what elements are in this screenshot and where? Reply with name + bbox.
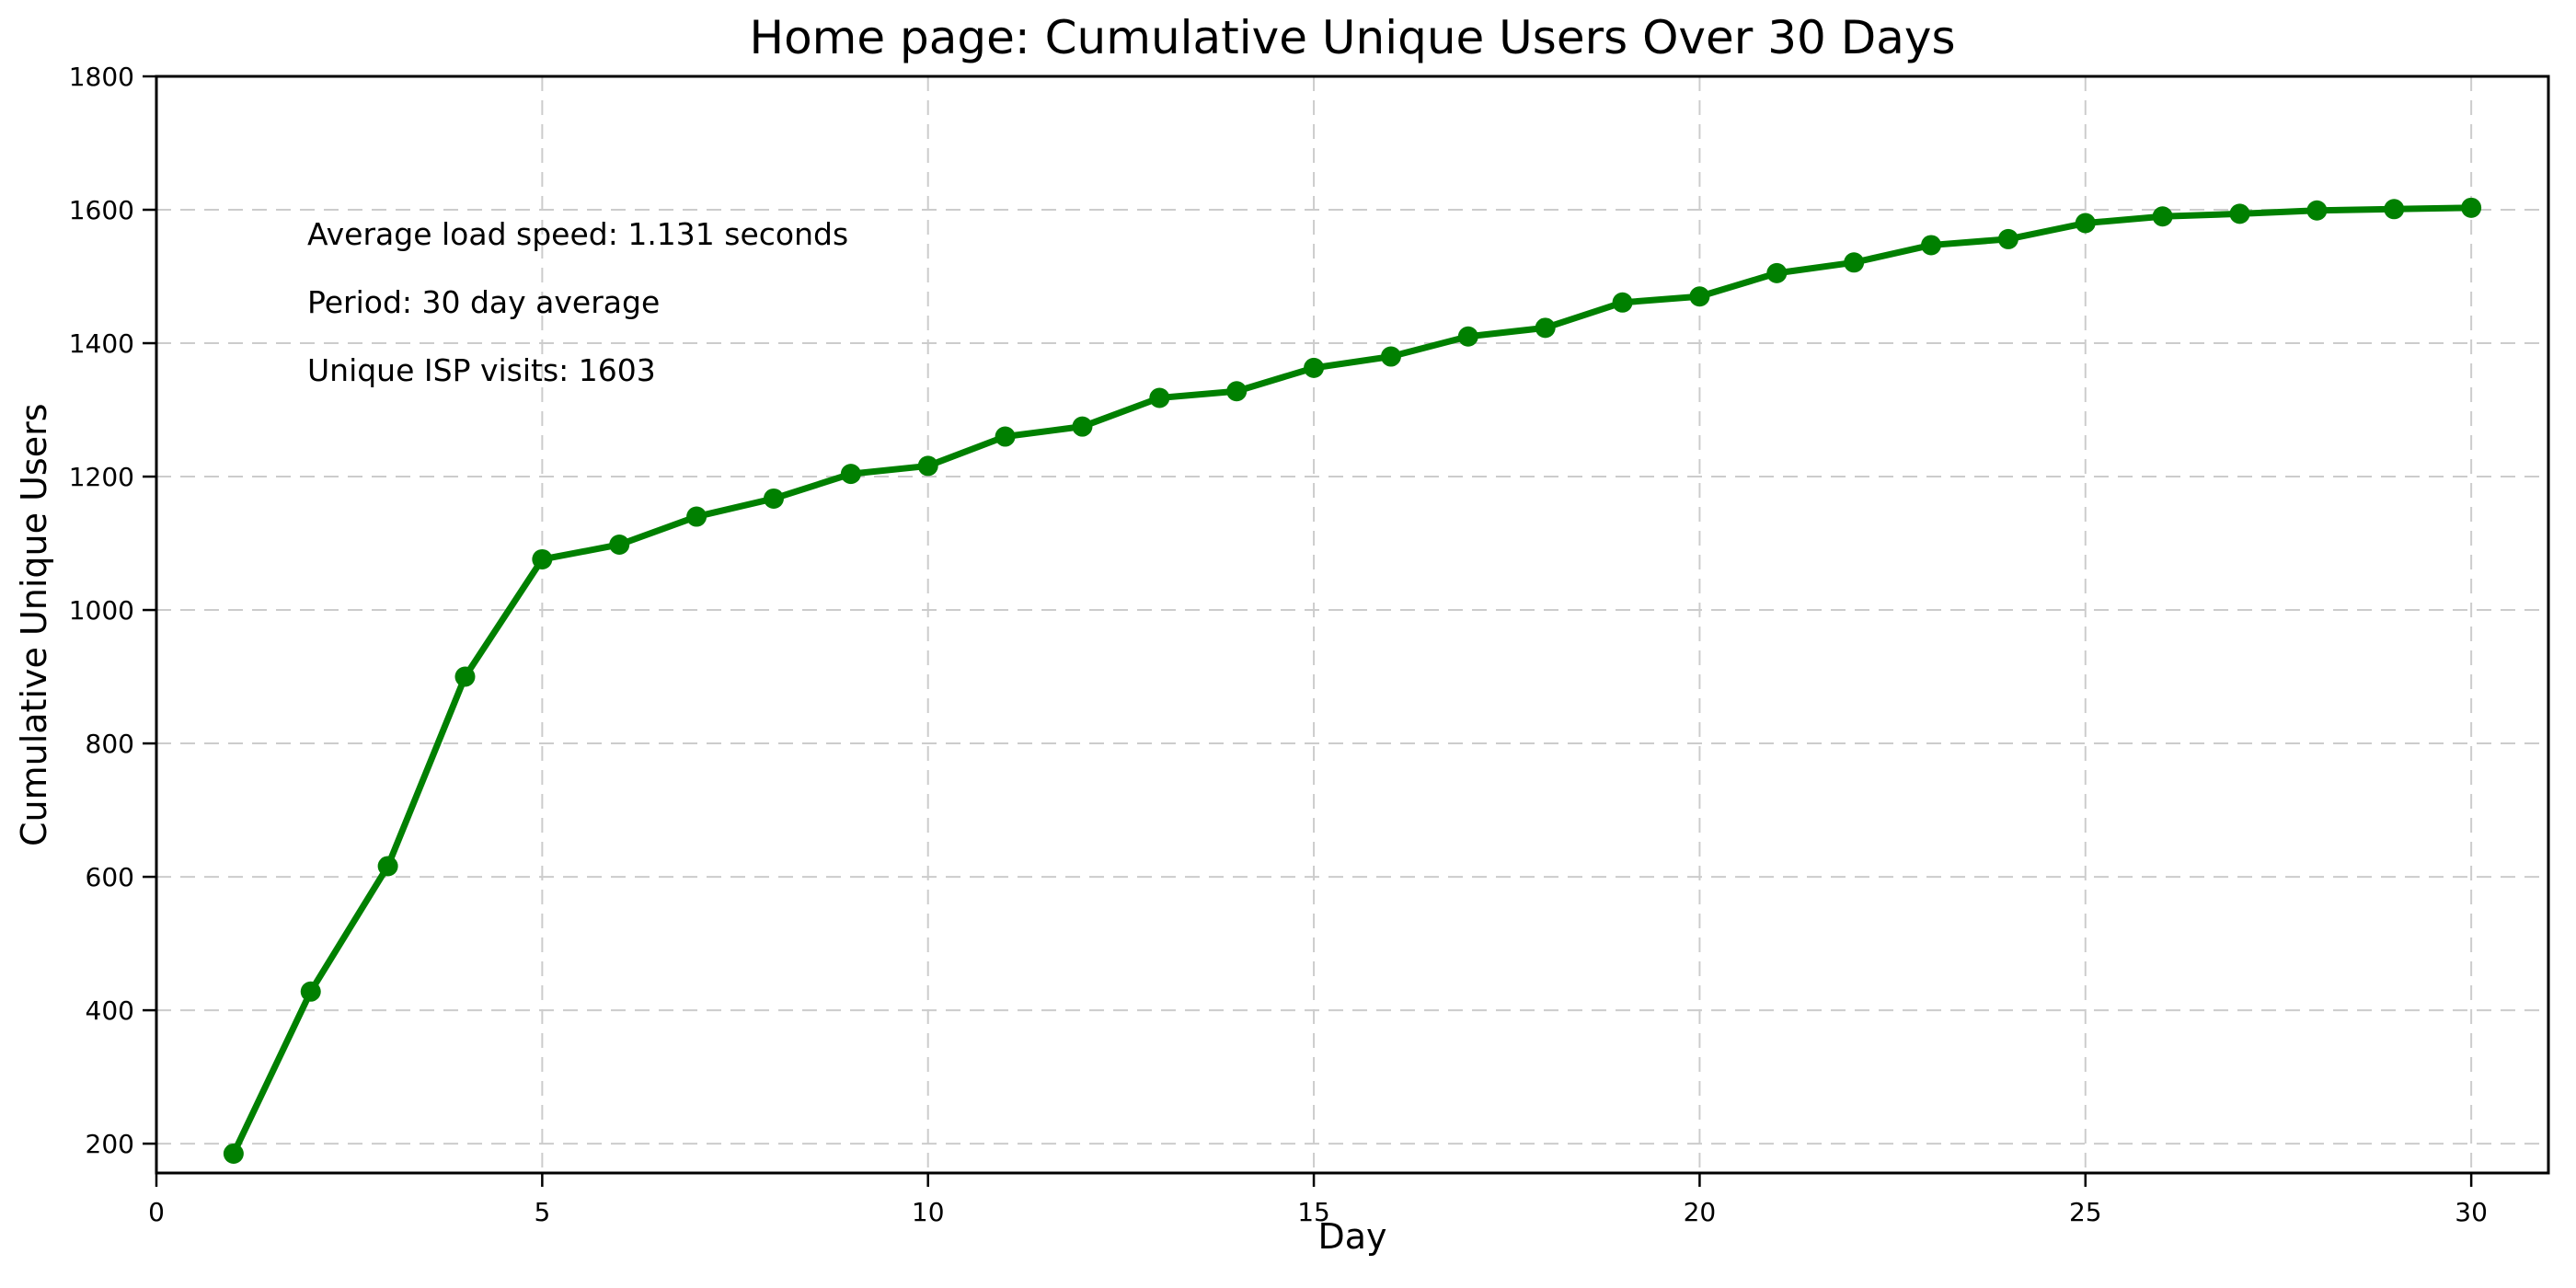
data-point — [917, 455, 938, 477]
x-axis-label: Day — [1317, 1216, 1387, 1257]
data-point — [454, 666, 476, 687]
data-point — [2461, 197, 2482, 218]
data-point — [2229, 203, 2250, 224]
data-point — [1612, 292, 1633, 313]
data-point — [686, 506, 707, 527]
data-series — [223, 197, 2482, 1164]
y-tick-label: 1200 — [69, 462, 134, 492]
plot-spines — [155, 75, 2550, 1175]
annotation-unique-visits: Unique ISP visits: 1603 — [307, 352, 656, 388]
data-point — [995, 426, 1016, 447]
data-point — [1304, 357, 1325, 378]
data-point — [2306, 200, 2328, 221]
data-point — [840, 464, 861, 485]
data-point — [223, 1143, 244, 1164]
annotation-period: Period: 30 day average — [307, 284, 661, 320]
data-point — [377, 856, 398, 877]
y-tick-label: 1400 — [69, 328, 134, 359]
x-tick-label: 15 — [1297, 1197, 1330, 1227]
axis-ticks — [143, 75, 2473, 1187]
data-point — [1766, 262, 1788, 283]
x-tick-label: 5 — [534, 1197, 550, 1227]
y-tick-label: 1600 — [69, 195, 134, 225]
data-point — [1997, 228, 2018, 249]
data-point — [1380, 346, 1401, 367]
y-tick-label: 600 — [86, 862, 134, 892]
gridlines — [156, 76, 2548, 1173]
data-point — [1149, 387, 1170, 408]
plot-border — [155, 75, 2550, 1175]
y-tick-label: 200 — [86, 1129, 134, 1159]
data-point — [2384, 199, 2405, 220]
x-tick-label: 20 — [1684, 1197, 1717, 1227]
data-point — [1689, 286, 1710, 307]
y-tick-label: 1000 — [69, 595, 134, 626]
data-point — [1072, 416, 1093, 437]
data-point — [609, 534, 630, 555]
y-tick-label: 800 — [86, 729, 134, 759]
annotation-load-speed: Average load speed: 1.131 seconds — [307, 216, 849, 252]
x-tick-label: 30 — [2455, 1197, 2488, 1227]
data-point — [2075, 213, 2096, 234]
annotation-block: Average load speed: 1.131 seconds Period… — [307, 201, 848, 405]
y-tick-label: 400 — [86, 995, 134, 1026]
data-point — [2152, 206, 2173, 227]
data-point — [1921, 235, 1942, 256]
data-point — [1844, 252, 1865, 273]
tick-labels: 0 5 10 15 20 25 30 200 400 600 800 1000 1200 1400 1600… — [69, 62, 2488, 1227]
chart-title: Home page: Cumulative Unique Users Over … — [749, 11, 1956, 64]
x-tick-label: 10 — [912, 1197, 945, 1227]
data-point — [532, 548, 553, 569]
data-line — [230, 204, 2475, 1157]
x-tick-label: 25 — [2069, 1197, 2102, 1227]
data-point — [1226, 381, 1248, 402]
data-point — [1457, 326, 1478, 347]
data-point — [763, 488, 784, 509]
x-tick-label: 0 — [148, 1197, 165, 1227]
data-point — [1535, 317, 1556, 339]
y-axis-label: Cumulative Unique Users — [14, 403, 54, 846]
y-tick-label: 1800 — [69, 62, 134, 92]
data-point — [300, 981, 321, 1002]
